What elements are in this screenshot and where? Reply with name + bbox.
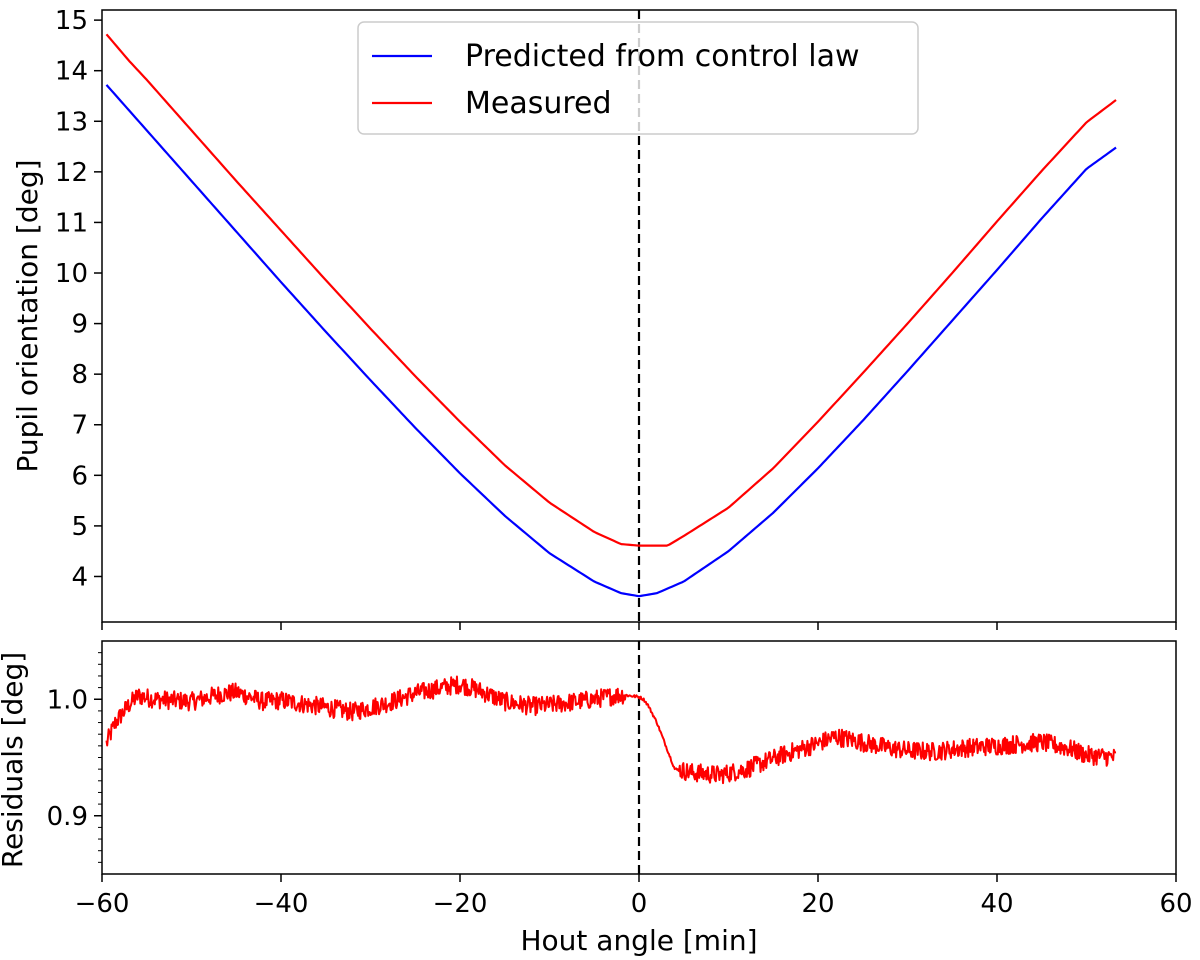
top-y-tick-label: 8	[71, 360, 88, 390]
bottom-y-tick-label: 0.9	[47, 802, 88, 832]
x-tick-label: −40	[254, 889, 309, 919]
x-tick-label: −20	[433, 889, 488, 919]
series-residuals-line	[105, 675, 1117, 785]
top-y-tick-label: 14	[55, 57, 88, 87]
top-y-tick-label: 13	[55, 107, 88, 137]
x-tick-label: −60	[75, 889, 130, 919]
bottom-y-tick-label: 1.0	[47, 685, 88, 715]
x-tick-label: 40	[980, 889, 1013, 919]
legend: Predicted from control law Measured	[357, 21, 919, 135]
legend-label-predicted: Predicted from control law	[465, 39, 860, 74]
series-predicted-line	[105, 84, 1117, 598]
top-y-tick-label: 4	[71, 562, 88, 592]
top-y-tick-label: 6	[71, 461, 88, 491]
bottom-panel: 0.9 1.0 −60 −40 −20 0 20 40 60 Residuals [deg] H…	[0, 640, 1193, 957]
top-y-axis-label: Pupil orientation [deg]	[11, 159, 44, 472]
legend-box	[357, 21, 919, 135]
series-measured-line	[105, 33, 1117, 547]
top-y-tick-label: 10	[55, 259, 88, 289]
x-tick-label: 0	[631, 889, 648, 919]
x-tick-label: 60	[1159, 889, 1192, 919]
x-tick-label: 20	[801, 889, 834, 919]
top-y-tick-label: 5	[71, 512, 88, 542]
x-axis-label: Hout angle [min]	[520, 924, 757, 957]
top-panel: 4 5 6 7 8 9 10 11 12 13 14 15 Predicted from contro…	[11, 6, 1177, 630]
top-y-tick-label: 9	[71, 310, 88, 340]
bottom-y-axis-label: Residuals [deg]	[0, 652, 29, 868]
top-y-tick-label: 12	[55, 158, 88, 188]
bottom-plot-frame	[101, 640, 1177, 875]
top-y-tick-label: 7	[71, 411, 88, 441]
legend-label-measured: Measured	[465, 86, 612, 121]
top-plot-frame	[101, 9, 1177, 623]
top-y-tick-label: 15	[55, 6, 88, 36]
top-y-tick-label: 11	[55, 208, 88, 238]
